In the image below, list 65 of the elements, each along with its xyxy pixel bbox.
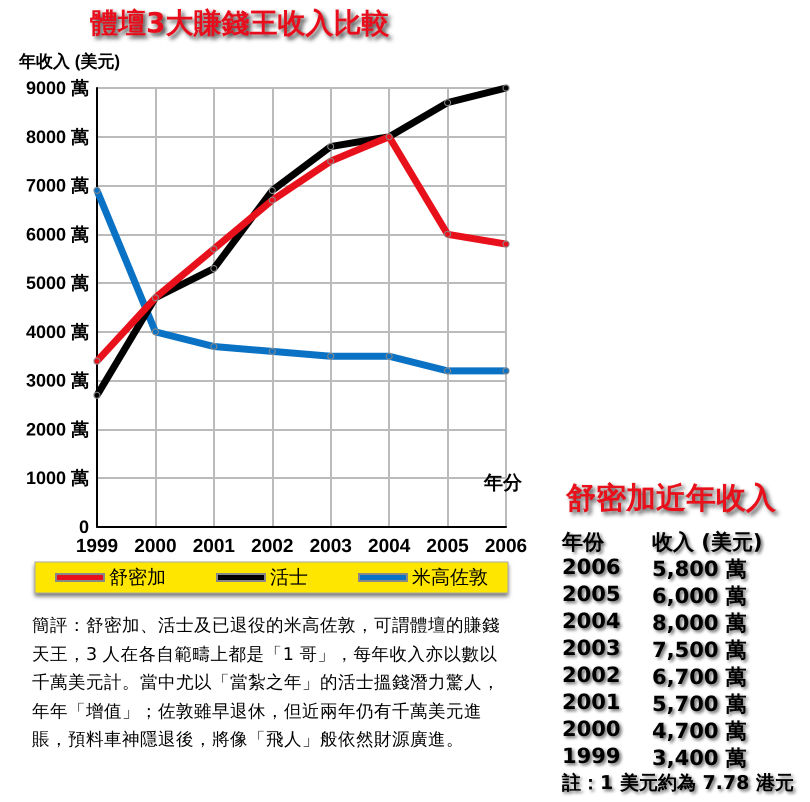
point — [94, 392, 100, 399]
point — [444, 367, 452, 374]
y-tick-label: 6000 萬 — [26, 224, 89, 244]
text: 2001 — [562, 690, 620, 714]
text: 1999 — [562, 744, 620, 768]
point — [444, 99, 452, 106]
text: 2002 — [562, 663, 620, 687]
text: 8,000 萬 — [652, 610, 747, 637]
y-tick-label: 7000 萬 — [26, 176, 89, 196]
legend-label: 米高佐敦 — [412, 566, 488, 588]
x-tick-label: 2005 — [426, 536, 470, 557]
point — [210, 343, 218, 350]
text: 簡評：舒密加、活士及已退役的米高佐敦，可謂體壇的賺錢天王，3 人在各自範疇上都是「1 哥」，每年收入亦以數以千萬美元計。當中尤以「當紮之年」的活士搵錢潛力驚人，年年「增值」；佐敦雖早退休，但近兩年仍有千萬美元進賬，預料車神隱退後，將像「飛人」般依然財源廣進。 — [32, 615, 501, 752]
point — [327, 352, 334, 360]
text: 3,400 萬 — [652, 745, 747, 772]
point — [210, 245, 218, 252]
point — [268, 186, 276, 194]
y-tick-label: 3000 萬 — [26, 370, 89, 391]
x-tick-label: 2002 — [251, 536, 294, 557]
x-tick-label: 1999 — [76, 536, 118, 557]
text: 5,700 萬 — [652, 691, 747, 718]
text: 2000 — [562, 717, 620, 741]
point — [94, 186, 100, 194]
legend-label: 活士 — [270, 566, 308, 588]
text: 收入 (美元) — [652, 529, 763, 556]
chart-title: 體壇3大賺錢王收入比較 — [90, 6, 390, 40]
text: 2004 — [562, 609, 620, 633]
point — [502, 84, 510, 92]
text: 2006 — [562, 555, 620, 579]
y-axis-title: 年收入 (美元) — [18, 52, 120, 71]
x-tick-label: 2001 — [192, 536, 236, 557]
text: 2005 — [562, 582, 620, 606]
text: 6,700 萬 — [652, 664, 747, 691]
text: 5,800 萬 — [652, 556, 747, 583]
text: 4,700 萬 — [652, 718, 747, 745]
y-tick-label: 0 — [78, 517, 89, 537]
x-tick-label: 2004 — [368, 536, 411, 557]
point — [152, 328, 159, 336]
point — [502, 367, 510, 374]
point — [210, 264, 218, 272]
y-tick-label: 8000 萬 — [26, 126, 89, 147]
legend-label: 舒密加 — [109, 566, 166, 588]
y-tick-label: 4000 萬 — [26, 322, 89, 342]
y-tick-label: 5000 萬 — [26, 273, 89, 294]
x-tick-label: 2000 — [134, 536, 177, 557]
text: 年份 — [562, 529, 604, 556]
text: 舒密加近年收入 — [566, 480, 776, 518]
x-tick-label: 2006 — [484, 536, 528, 557]
point — [94, 358, 100, 365]
x-axis-title: 年分 — [483, 473, 523, 494]
point — [327, 158, 334, 165]
x-tick-label: 2003 — [310, 536, 352, 557]
text: 2003 — [562, 636, 620, 660]
point — [268, 348, 276, 355]
point — [444, 230, 452, 238]
y-tick-label: 1000 萬 — [26, 468, 89, 488]
text: 註：1 美元約為 7.78 港元 — [562, 771, 794, 796]
text: 6,000 萬 — [652, 583, 747, 610]
point — [327, 143, 334, 150]
point — [268, 196, 276, 204]
point — [502, 240, 510, 248]
y-tick-label: 9000 萬 — [26, 78, 89, 98]
point — [386, 352, 393, 360]
y-tick-label: 2000 萬 — [26, 419, 89, 440]
text: 7,500 萬 — [652, 637, 747, 664]
